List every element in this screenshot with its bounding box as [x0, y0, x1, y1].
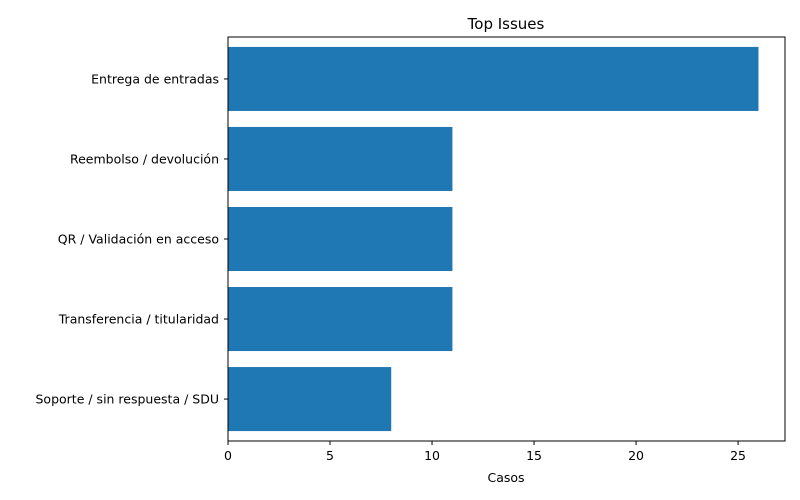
bar: [228, 206, 453, 272]
bar: [228, 367, 392, 432]
x-tick-label: 25: [730, 448, 746, 463]
y-tick-label: Entrega de entradas: [91, 71, 219, 86]
y-tick-label: Transferencia / titularidad: [58, 312, 219, 327]
bar: [228, 287, 453, 352]
x-axis-ticks: 0 5 10 15 20 25: [224, 441, 746, 463]
x-tick-label: 5: [326, 448, 334, 463]
x-tick-label: 10: [424, 448, 440, 463]
y-tick-label: QR / Validación en acceso: [58, 232, 219, 247]
bar: [228, 126, 453, 191]
plot-frame: [227, 36, 786, 442]
x-axis-label: Casos: [487, 470, 524, 485]
chart-title: Top Issues: [467, 15, 545, 33]
x-tick-label: 0: [224, 448, 232, 463]
bar: [228, 46, 759, 111]
x-tick-label: 15: [526, 448, 542, 463]
y-tick-label: Reembolso / devolución: [70, 151, 219, 166]
y-tick-label: Soporte / sin respuesta / SDU: [36, 392, 220, 407]
x-tick-label: 20: [628, 448, 644, 463]
y-axis-ticks: Entrega de entradas Reembolso / devolució…: [36, 71, 228, 407]
bars-group: [228, 46, 759, 432]
